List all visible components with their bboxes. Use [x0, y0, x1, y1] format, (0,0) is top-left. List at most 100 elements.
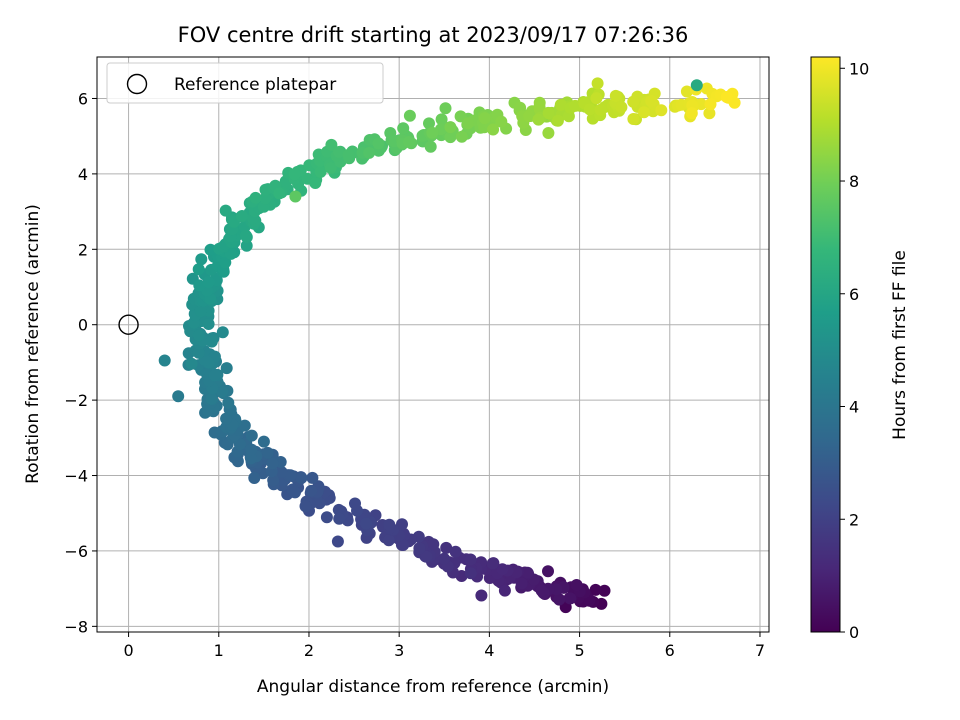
data-point: [195, 253, 208, 266]
y-tick-label: −6: [64, 542, 88, 561]
data-point: [413, 542, 426, 555]
colorbar-tick-label: 6: [849, 285, 859, 304]
data-point: [403, 109, 416, 122]
data-point: [655, 104, 668, 117]
legend: Reference platepar: [106, 62, 384, 104]
data-point: [439, 102, 452, 115]
data-point: [423, 117, 435, 130]
data-point: [238, 419, 251, 432]
y-tick-label: −4: [64, 467, 88, 486]
data-point: [309, 177, 322, 189]
data-point: [249, 191, 262, 204]
x-tick-label: 4: [484, 641, 494, 660]
data-point: [273, 187, 286, 200]
data-point: [295, 472, 308, 484]
data-point: [690, 79, 703, 92]
data-point: [703, 107, 716, 120]
data-point: [594, 103, 607, 116]
data-point: [521, 566, 534, 579]
plot-frame: [96, 56, 770, 633]
data-point: [535, 584, 548, 597]
data-point: [320, 511, 333, 524]
data-point: [299, 500, 312, 513]
data-point: [284, 469, 297, 482]
data-point: [627, 113, 640, 125]
colorbar-tick-label: 10: [849, 59, 869, 78]
y-tick-label: −8: [64, 617, 88, 636]
data-point: [645, 95, 658, 107]
data-point: [194, 305, 207, 318]
legend-marker-icon: [126, 73, 148, 95]
data-point: [420, 550, 433, 563]
data-point: [591, 77, 604, 90]
data-point: [172, 390, 185, 403]
colorbar: [810, 56, 841, 633]
data-point: [325, 138, 338, 151]
data-point: [360, 517, 373, 530]
data-point: [495, 115, 508, 128]
data-point: [464, 553, 477, 566]
data-point: [685, 107, 698, 120]
data-point: [564, 592, 577, 605]
data-point: [239, 229, 252, 242]
data-point: [551, 114, 564, 127]
data-point: [193, 279, 206, 292]
data-point: [397, 122, 410, 135]
data-point: [496, 563, 509, 576]
data-point: [680, 85, 693, 98]
data-point: [396, 518, 408, 531]
data-point: [449, 545, 462, 558]
data-point: [289, 190, 302, 203]
data-point: [192, 346, 205, 359]
data-point: [205, 392, 218, 405]
data-point: [455, 130, 468, 143]
data-point: [305, 484, 318, 497]
colorbar-tick-label: 2: [849, 510, 859, 529]
data-point: [638, 106, 650, 119]
x-axis-label: Angular distance from reference (arcmin): [257, 677, 609, 697]
data-point: [192, 263, 205, 276]
data-point: [372, 137, 385, 150]
data-point: [267, 474, 280, 487]
data-point: [257, 435, 270, 448]
data-point: [220, 362, 233, 375]
data-point: [553, 593, 566, 606]
data-point: [363, 146, 376, 159]
data-point: [435, 113, 448, 126]
data-point: [289, 486, 301, 499]
data-point: [542, 107, 555, 120]
y-tick-label: 0: [78, 316, 88, 335]
data-point: [333, 512, 346, 525]
reference-marker: [118, 314, 139, 335]
x-tick-label: 5: [574, 641, 584, 660]
data-point: [158, 354, 171, 367]
reference-platepar-point: [118, 314, 139, 335]
data-point: [609, 89, 622, 102]
data-point: [498, 584, 511, 597]
y-axis-ticks: −8 −6 −4 −2 0 2 4 6: [64, 89, 97, 636]
x-axis-ticks: 0 1 2 3 4 5 6 7: [123, 632, 765, 660]
data-point: [185, 357, 198, 370]
colorbar-tick-label: 8: [849, 172, 859, 191]
data-point: [349, 497, 361, 510]
y-axis-label: Rotation from reference (arcmin): [23, 204, 43, 484]
data-point: [486, 557, 499, 570]
data-point: [324, 161, 337, 174]
data-point: [332, 503, 345, 516]
colorbar-tick-label: 0: [849, 623, 859, 642]
x-tick-label: 6: [665, 641, 675, 660]
data-point: [222, 396, 235, 409]
data-point: [220, 412, 233, 425]
x-tick-label: 0: [123, 641, 133, 660]
data-point: [204, 243, 217, 256]
data-point: [192, 329, 205, 342]
data-point: [440, 541, 453, 554]
data-point: [261, 446, 274, 459]
scatter-points: [158, 77, 741, 614]
x-tick-label: 7: [755, 641, 765, 660]
data-point: [314, 165, 327, 178]
data-point: [244, 452, 257, 465]
data-point: [383, 518, 396, 531]
data-point: [306, 471, 319, 484]
data-point: [331, 535, 344, 548]
